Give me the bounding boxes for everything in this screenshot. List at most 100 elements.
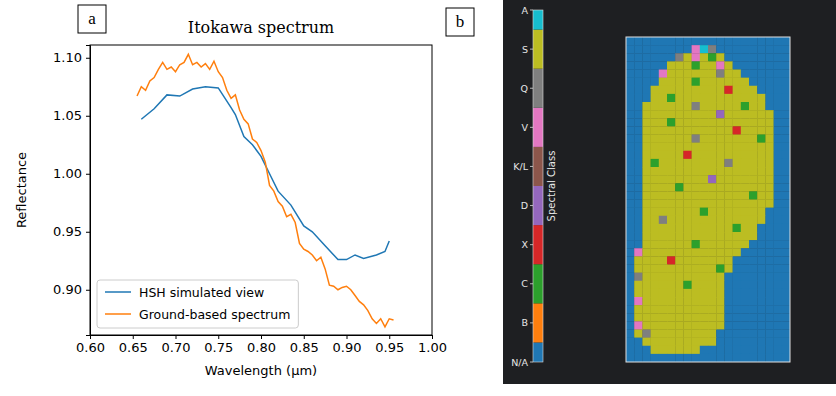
colorbar-tick-label: C (521, 278, 528, 289)
map-cell (675, 346, 684, 354)
map-cell (626, 313, 635, 321)
map-cell (634, 289, 643, 297)
map-cell (716, 102, 725, 110)
map-cell (683, 143, 692, 151)
colorbar-tick-label: N/A (511, 357, 528, 368)
map-cell (716, 175, 725, 183)
map-cell (708, 191, 717, 199)
map-cell (634, 126, 643, 134)
y-axis-tick-mark (86, 290, 90, 291)
map-cell (651, 232, 660, 240)
map-cell (659, 86, 668, 94)
map-cell (667, 70, 676, 78)
map-cell (774, 216, 783, 224)
map-cell (749, 330, 758, 338)
map-cell (642, 175, 651, 183)
panel-label-box (78, 5, 106, 33)
map-cell (774, 240, 783, 248)
map-cell (724, 354, 733, 362)
map-cell (741, 248, 750, 256)
map-cell (724, 346, 733, 354)
map-cell (675, 118, 684, 126)
map-cell (716, 338, 725, 346)
map-cell (782, 61, 790, 69)
map-cell (716, 281, 725, 289)
map-cell (692, 354, 701, 362)
map-cell (659, 289, 668, 297)
map-cell (692, 313, 701, 321)
map-cell (634, 232, 643, 240)
map-cell (765, 200, 774, 208)
map-cell (733, 265, 742, 273)
map-cell (765, 354, 774, 362)
colorbar-segment (533, 108, 543, 147)
map-cell (700, 78, 709, 86)
map-cell (749, 135, 758, 143)
map-cell (765, 102, 774, 110)
map-cell (634, 45, 643, 53)
map-cell (757, 183, 766, 191)
map-cell (642, 151, 651, 159)
map-cell (749, 118, 758, 126)
map-cell (774, 248, 783, 256)
map-cell (716, 159, 725, 167)
map-cell (708, 354, 717, 362)
map-cell (667, 281, 676, 289)
map-cell (700, 208, 709, 216)
map-cell (692, 224, 701, 232)
map-cell (765, 265, 774, 273)
map-cell (667, 126, 676, 134)
colorbar-segment (533, 10, 543, 30)
map-cell (642, 346, 651, 354)
map-cell (634, 305, 643, 313)
chart-title: Itokawa spectrum (188, 18, 334, 37)
map-cell (675, 45, 684, 53)
map-cell (642, 159, 651, 167)
map-cell (642, 183, 651, 191)
map-cell (774, 297, 783, 305)
map-cell (675, 159, 684, 167)
map-cell (741, 281, 750, 289)
map-frame (626, 37, 790, 362)
map-cell (749, 354, 758, 362)
x-axis-tick-mark (261, 335, 262, 339)
map-cell (733, 102, 742, 110)
map-cell (683, 61, 692, 69)
map-cell (692, 53, 701, 61)
map-cell (634, 216, 643, 224)
map-cell (642, 208, 651, 216)
map-cell (626, 61, 635, 69)
map-cell (782, 208, 790, 216)
map-cell (700, 135, 709, 143)
map-cell (724, 313, 733, 321)
map-cell (757, 256, 766, 264)
map-cell (741, 191, 750, 199)
map-cell (700, 110, 709, 118)
map-cell (642, 53, 651, 61)
map-cell (675, 61, 684, 69)
legend: HSH simulated viewGround-based spectrum (97, 280, 298, 328)
map-cell (733, 338, 742, 346)
map-cell (642, 224, 651, 232)
map-cell (642, 110, 651, 118)
map-cell (659, 183, 668, 191)
map-cell (651, 37, 660, 45)
map-cell (642, 118, 651, 126)
map-cell (634, 265, 643, 273)
map-cell (724, 224, 733, 232)
map-cell (774, 305, 783, 313)
map-cells (626, 37, 790, 362)
map-cell (757, 159, 766, 167)
map-cell (667, 338, 676, 346)
colorbar-segment (533, 186, 543, 225)
map-cell (667, 265, 676, 273)
map-cell (757, 354, 766, 362)
map-cell (692, 265, 701, 273)
map-cell (659, 232, 668, 240)
map-cell (700, 167, 709, 175)
map-cell (692, 208, 701, 216)
map-cell (651, 346, 660, 354)
map-cell (634, 354, 643, 362)
map-cell (667, 167, 676, 175)
map-cell (733, 240, 742, 248)
